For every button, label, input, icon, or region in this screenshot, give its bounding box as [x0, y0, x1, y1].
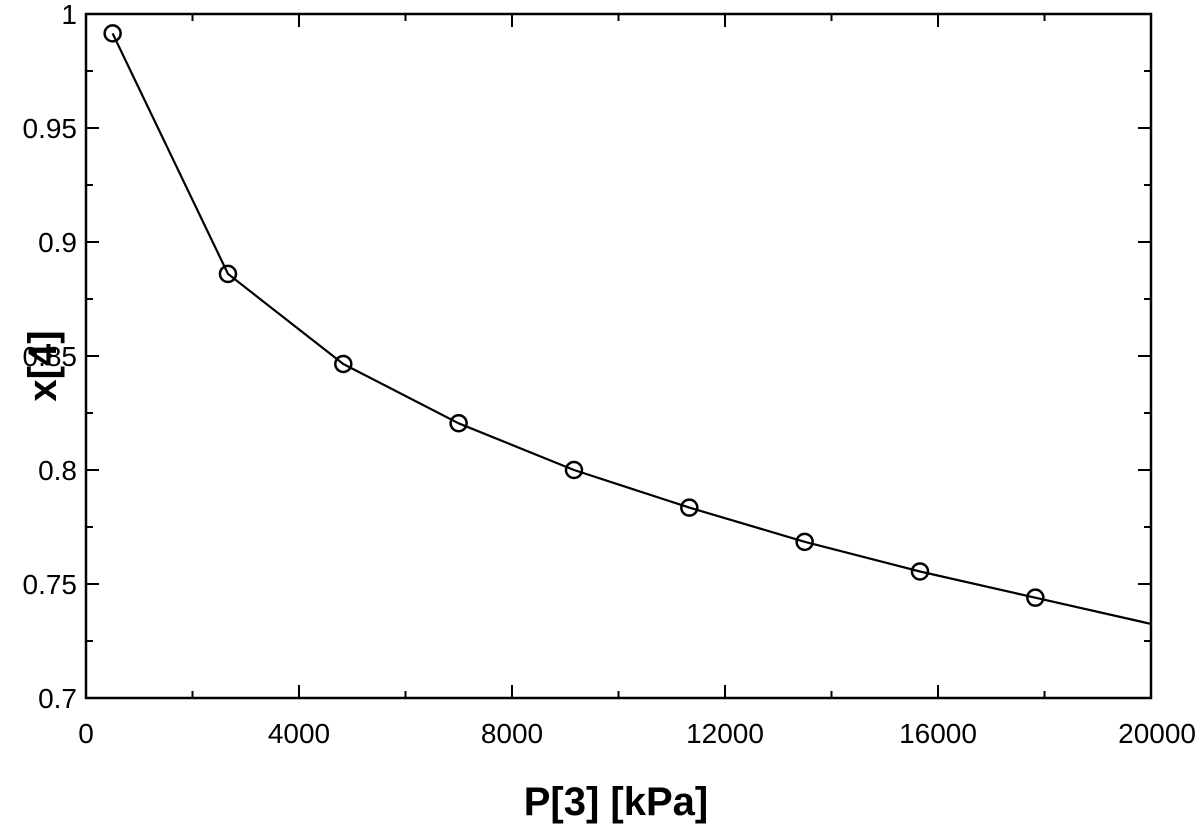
- plot-frame: [84, 12, 1153, 700]
- x-axis-tick-labels: 0 4000 8000 12000 16000 20000: [78, 718, 1196, 749]
- y-tick-label: 0.85: [23, 341, 78, 372]
- data-point-marker: [218, 264, 238, 284]
- x-tick-label: 0: [78, 718, 94, 749]
- data-point-marker: [1026, 588, 1045, 607]
- x-tick-label: 4000: [268, 718, 330, 749]
- series-layer: [111, 32, 1152, 625]
- x-tick-label: 12000: [686, 718, 764, 749]
- y-axis-tick-labels: 0.7 0.75 0.8 0.85 0.9 0.95 1: [23, 0, 78, 714]
- y-axis-title: x[4]: [21, 330, 65, 401]
- y-tick-label: 0.7: [38, 683, 77, 714]
- x-tick-label: 16000: [899, 718, 977, 749]
- marker-layer: [103, 24, 1045, 607]
- axis-ticks: [85, 13, 1152, 699]
- data-point-marker: [334, 354, 353, 374]
- y-tick-label: 1: [61, 0, 77, 30]
- x-axis-title: P[3] [kPa]: [524, 780, 709, 824]
- data-point-marker: [103, 24, 122, 43]
- data-point-marker: [910, 562, 930, 581]
- data-point-marker: [680, 498, 699, 517]
- plot-area: [84, 12, 1153, 700]
- y-tick-label: 0.95: [23, 113, 78, 144]
- data-point-marker: [449, 414, 468, 433]
- series-line: [111, 32, 1152, 625]
- x-tick-label: 8000: [481, 718, 543, 749]
- y-tick-label: 0.75: [23, 569, 78, 600]
- data-point-marker: [795, 532, 814, 552]
- data-point-marker: [564, 460, 584, 480]
- y-tick-label: 0.9: [38, 227, 77, 258]
- y-tick-label: 0.8: [38, 455, 77, 486]
- x-tick-label: 20000: [1118, 718, 1196, 749]
